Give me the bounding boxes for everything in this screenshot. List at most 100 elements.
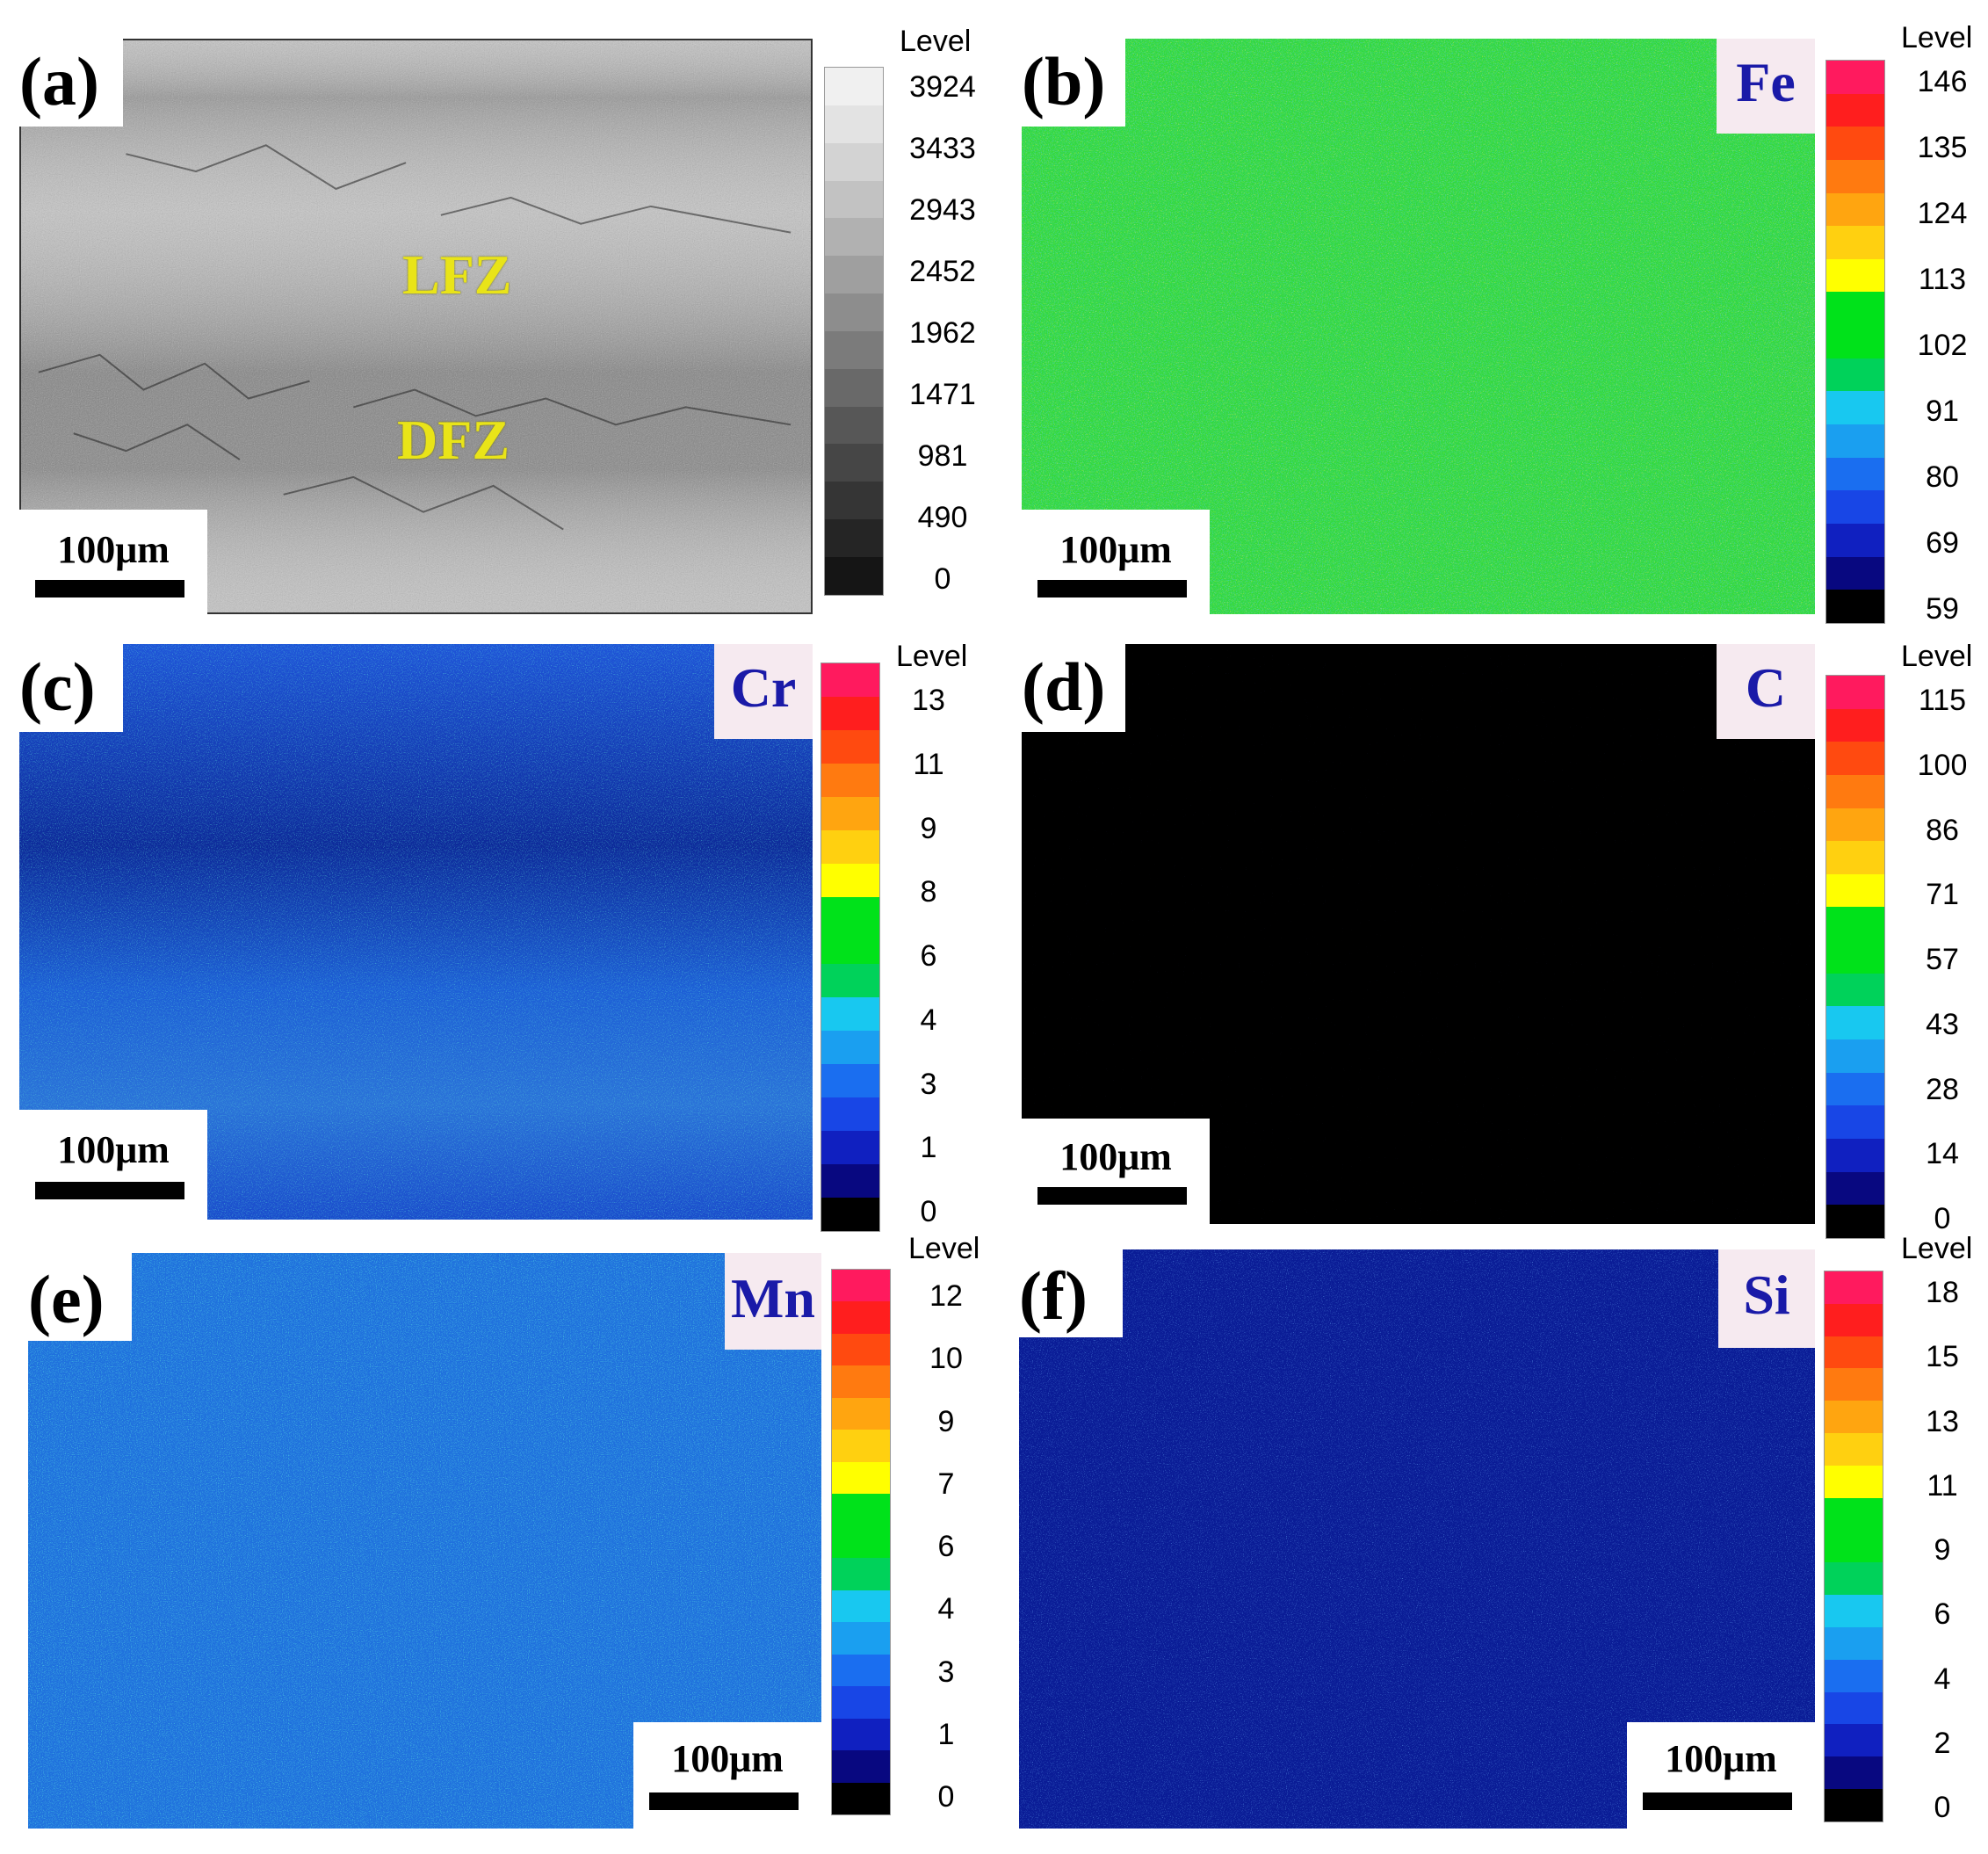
legend-title: Level xyxy=(1901,21,1973,54)
legend-tick-label: 11 xyxy=(913,747,944,781)
legend-swatch xyxy=(832,1270,890,1302)
legend-swatch xyxy=(832,1686,890,1719)
legend-swatch xyxy=(825,556,883,595)
legend-tick-label: 2943 xyxy=(909,193,976,227)
legend-swatch xyxy=(832,1750,890,1783)
legend-ticks: 13 11 9 8 6 4 3 1 0 xyxy=(889,684,968,1230)
legend-swatch xyxy=(825,218,883,257)
legend-swatch xyxy=(1826,708,1884,742)
panel-b: (b) Fe 100μm xyxy=(1022,39,1815,614)
scale-bar-label: 100μm xyxy=(671,1737,784,1780)
legend-swatch xyxy=(1826,940,1884,974)
legend-swatch xyxy=(1826,1205,1884,1238)
legend-tick-label: 57 xyxy=(1926,943,1959,976)
legend-tick-label: 4 xyxy=(937,1592,955,1626)
legend-tick-label: 9 xyxy=(937,1404,955,1438)
legend-swatch xyxy=(1825,1626,1883,1660)
legend-swatch xyxy=(832,1590,890,1623)
panel-label: (a) xyxy=(19,39,123,127)
scale-bar: 100μm xyxy=(19,1110,207,1220)
legend-swatch xyxy=(832,1301,890,1334)
scale-bar-label: 100μm xyxy=(1059,1135,1172,1178)
scale-bar: 100μm xyxy=(19,510,207,614)
legend-swatch xyxy=(1825,1401,1883,1434)
legend-tick-label: 43 xyxy=(1926,1007,1959,1041)
legend-swatch xyxy=(821,897,879,931)
legend-colorbar xyxy=(821,663,880,1232)
legend-tick-label: 69 xyxy=(1926,526,1959,560)
legend-tick-label: 91 xyxy=(1926,395,1959,428)
legend-swatch xyxy=(821,730,879,764)
legend-swatch xyxy=(1825,1659,1883,1692)
legend-swatch xyxy=(821,830,879,864)
legend-tick-label: 59 xyxy=(1926,592,1959,626)
legend-swatch xyxy=(1826,226,1884,259)
legend-swatch xyxy=(832,1333,890,1366)
legend-swatch xyxy=(1826,1171,1884,1206)
panel-label: (e) xyxy=(28,1253,132,1341)
legend-swatch xyxy=(1826,1138,1884,1172)
scale-bar: 100μm xyxy=(1022,510,1210,614)
legend-swatch xyxy=(1825,1271,1883,1304)
element-label: Fe xyxy=(1717,39,1815,134)
legend-swatch xyxy=(832,1718,890,1751)
legend-tick-label: 3 xyxy=(937,1655,955,1689)
legend-c: Level 13 11 9 8 6 4 3 1 0 xyxy=(819,636,994,1234)
legend-tick-label: 0 xyxy=(934,562,951,596)
legend-swatch xyxy=(825,180,883,219)
legend-swatch xyxy=(821,864,879,897)
legend-tick-label: 1962 xyxy=(909,316,976,350)
legend-tick-label: 113 xyxy=(1918,263,1967,296)
legend-tick-label: 3 xyxy=(920,1067,937,1101)
zone-label-lfz: LFZ xyxy=(402,243,512,306)
legend-swatch xyxy=(1826,1039,1884,1073)
legend-swatch xyxy=(1825,1724,1883,1757)
legend-tick-label: 124 xyxy=(1917,197,1968,230)
legend-swatch xyxy=(825,256,883,294)
legend-d: Level 115 100 86 71 57 43 28 14 0 xyxy=(1818,636,1985,1239)
legend-swatch xyxy=(1825,1595,1883,1627)
legend-tick-label: 28 xyxy=(1926,1072,1959,1106)
legend-tick-label: 0 xyxy=(920,1195,937,1228)
scale-bar-line xyxy=(1643,1792,1792,1810)
legend-swatch xyxy=(821,1097,879,1131)
legend-title: Level xyxy=(900,25,972,58)
legend-swatch xyxy=(832,1397,890,1430)
scale-bar-label: 100μm xyxy=(57,528,170,571)
legend-swatch xyxy=(825,406,883,445)
legend-swatch xyxy=(821,797,879,830)
legend-tick-label: 115 xyxy=(1918,684,1967,717)
legend-swatch xyxy=(825,142,883,181)
legend-tick-label: 71 xyxy=(1926,878,1959,912)
panel-label: (d) xyxy=(1022,644,1125,732)
scale-bar-label: 100μm xyxy=(1665,1737,1777,1780)
legend-swatch xyxy=(832,1654,890,1687)
legend-tick-label: 100 xyxy=(1917,748,1968,782)
legend-swatch xyxy=(825,444,883,482)
legend-tick-label: 13 xyxy=(1926,1404,1959,1438)
scale-bar-line xyxy=(649,1792,799,1810)
legend-title: Level xyxy=(896,640,968,673)
legend-tick-label: 490 xyxy=(917,501,968,534)
legend-tick-label: 6 xyxy=(937,1530,955,1563)
scale-bar-line xyxy=(35,1182,184,1199)
panel-label: (c) xyxy=(19,644,123,732)
legend-swatch xyxy=(1826,676,1884,709)
legend-swatch xyxy=(1825,1303,1883,1336)
legend-swatch xyxy=(825,105,883,143)
legend-tick-label: 80 xyxy=(1926,460,1959,494)
legend-swatch xyxy=(1826,358,1884,392)
legend-swatch xyxy=(825,519,883,557)
legend-swatch xyxy=(1825,1756,1883,1789)
legend-swatch xyxy=(1825,1336,1883,1369)
legend-e: Level 12 10 9 7 6 4 3 1 0 xyxy=(826,1228,1001,1826)
legend-swatch xyxy=(1826,808,1884,842)
legend-ticks: 146 135 124 113 102 91 80 69 59 xyxy=(1903,65,1982,627)
legend-swatch xyxy=(1826,1006,1884,1040)
legend-swatch xyxy=(1826,490,1884,524)
legend-tick-label: 2 xyxy=(1934,1726,1951,1760)
legend-tick-label: 10 xyxy=(929,1342,963,1376)
legend-swatch xyxy=(825,368,883,407)
legend-swatch xyxy=(1825,1530,1883,1563)
element-label: Cr xyxy=(714,644,813,739)
